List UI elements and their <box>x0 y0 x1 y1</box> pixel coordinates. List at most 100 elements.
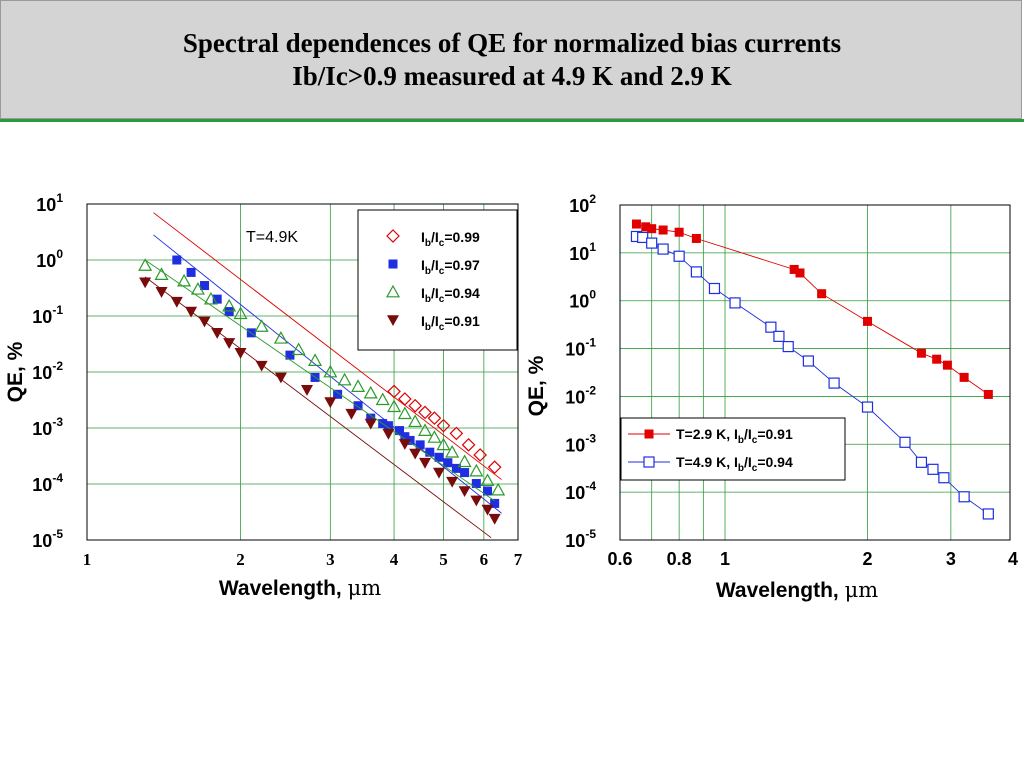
left-point-1 <box>471 479 481 489</box>
left-point-3 <box>458 486 471 497</box>
left-point-2 <box>427 430 442 443</box>
left-y-tick-base: 10 <box>32 419 52 439</box>
right-y-tick-label: 102 <box>569 192 596 216</box>
right-point-1 <box>802 355 814 367</box>
left-point-2 <box>323 364 338 378</box>
right-point-1 <box>690 266 702 278</box>
left-y-tick-exp: 1 <box>56 191 63 205</box>
right-y-tick-exp: -2 <box>585 383 596 397</box>
left-point-3 <box>223 338 236 349</box>
left-point-2 <box>138 258 153 271</box>
left-legend-label-0: Ib/Ic=0.99 <box>421 229 480 249</box>
right-point-0 <box>863 316 873 326</box>
right-point-0 <box>641 222 651 232</box>
left-point-3 <box>345 408 358 420</box>
left-point-3 <box>446 476 459 488</box>
left-y-tick-base: 10 <box>32 363 52 383</box>
left-y-tick-base: 10 <box>32 475 52 495</box>
left-y-tick-exp: 0 <box>56 247 63 261</box>
left-legend-label-3: Ib/Ic=0.91 <box>421 313 480 333</box>
left-point-2 <box>203 291 218 305</box>
right-point-1 <box>982 508 994 520</box>
left-point-1 <box>483 486 493 496</box>
right-legend-marker-1 <box>643 456 655 468</box>
left-legend: Ib/Ic=0.99 Ib/Ic=0.97 Ib/Ic=0.94 Ib/Ic=0.91 <box>357 209 518 351</box>
left-fit-line-2 <box>144 259 495 502</box>
left-point-3 <box>481 504 494 516</box>
left-point-3 <box>382 428 395 440</box>
slide-title-line-2: Ib/Ic>0.9 measured at 4.9 K and 2.9 K <box>292 61 732 91</box>
right-y-tick-exp: -1 <box>585 336 596 350</box>
left-point-2 <box>190 282 205 295</box>
left-point-3 <box>185 306 198 318</box>
right-point-1 <box>938 472 950 484</box>
left-y-tick-label: 10-3 <box>32 415 63 439</box>
left-x-tick-label: 6 <box>480 550 489 569</box>
left-point-1 <box>400 432 410 442</box>
left-point-2 <box>457 454 472 468</box>
left-point-1 <box>451 463 461 473</box>
left-x-tick-label: 3 <box>326 550 335 569</box>
left-point-3 <box>488 513 501 525</box>
left-point-0 <box>461 438 476 452</box>
left-point-1 <box>490 498 500 508</box>
left-point-3 <box>155 287 168 298</box>
left-plot-frame <box>86 203 519 541</box>
left-y-axis-label: QE, % <box>4 341 27 402</box>
right-point-1 <box>657 243 669 255</box>
right-point-0 <box>916 348 926 358</box>
right-point-1 <box>899 436 911 448</box>
left-legend-marker-0 <box>386 229 400 243</box>
left-point-2 <box>222 298 237 312</box>
right-legend-label-1: T=4.9 K, Ib/Ic=0.94 <box>676 454 793 474</box>
left-x-tick-label: 5 <box>439 550 448 569</box>
right-point-1 <box>729 297 741 309</box>
left-point-3 <box>198 316 211 328</box>
left-point-1 <box>353 401 363 411</box>
left-point-1 <box>200 281 210 291</box>
left-point-2 <box>233 306 248 320</box>
right-y-tick-label: 10-4 <box>565 479 596 503</box>
right-x-tick-label: 2 <box>862 549 872 569</box>
left-point-3 <box>234 348 247 359</box>
left-x-axis-label: Wavelength, μm <box>219 576 381 600</box>
right-legend-marker-0 <box>644 429 654 439</box>
right-y-tick-label: 10-5 <box>565 527 596 551</box>
right-point-1 <box>637 231 649 244</box>
left-point-1 <box>186 267 196 277</box>
left-point-1 <box>366 413 376 423</box>
right-point-0 <box>674 227 684 237</box>
right-y-tick-base: 10 <box>565 387 585 407</box>
left-point-2 <box>387 399 402 413</box>
left-point-0 <box>398 392 412 406</box>
left-y-tick-exp: -2 <box>52 359 63 373</box>
left-y-tick-exp: -5 <box>52 527 63 541</box>
right-point-0 <box>817 289 827 299</box>
left-point-1 <box>172 255 182 265</box>
left-point-1 <box>395 426 405 436</box>
right-point-0 <box>631 219 641 229</box>
right-y-tick-base: 10 <box>565 483 585 503</box>
left-point-3 <box>255 360 268 372</box>
left-point-2 <box>469 463 484 477</box>
left-point-2 <box>308 353 323 366</box>
left-point-3 <box>170 296 183 308</box>
right-y-tick-base: 10 <box>565 435 585 455</box>
right-point-0 <box>942 360 952 370</box>
left-point-2 <box>273 331 288 344</box>
left-y-tick-exp: -4 <box>52 471 63 485</box>
left-point-1 <box>425 447 435 457</box>
left-legend-label-1: Ib/Ic=0.97 <box>421 257 480 277</box>
right-point-1 <box>828 377 840 389</box>
left-point-0 <box>387 384 401 399</box>
left-point-2 <box>177 273 192 287</box>
right-point-1 <box>708 282 721 295</box>
right-plot-frame <box>619 204 1011 541</box>
left-point-2 <box>480 473 495 487</box>
right-x-tick-label: 1 <box>720 549 730 569</box>
header-divider <box>0 119 1024 122</box>
left-point-3 <box>470 495 483 507</box>
left-point-0 <box>449 426 464 441</box>
